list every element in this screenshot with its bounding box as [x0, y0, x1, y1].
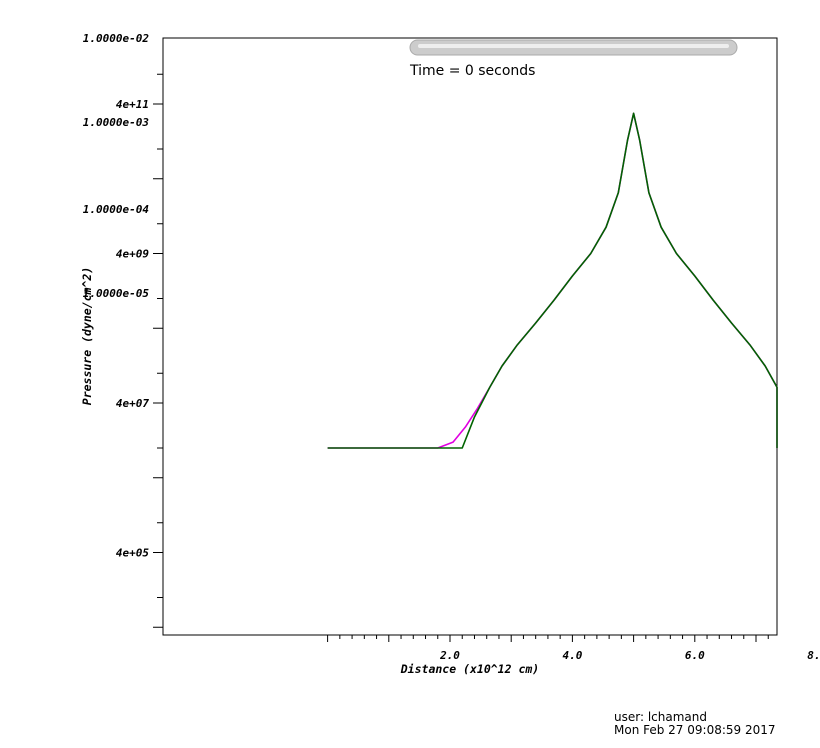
series-lines [327, 112, 778, 449]
footer: user: lchamand Mon Feb 27 09:08:59 2017 [614, 711, 776, 737]
time-slider-highlight [418, 44, 729, 48]
secondary-y-axis-labels: 1.0000e-02 1.0000e-03 1.0000e-04 1.0000e-05 [83, 32, 150, 300]
x-tick-label: 2.0 [439, 649, 460, 662]
secondary-y-tick-label: 1.0000e-03 [83, 116, 150, 129]
secondary-y-tick-label: 1.0000e-04 [83, 203, 150, 216]
y-tick-label: 4e+11 [116, 98, 149, 111]
x-tick-label: 8.0 [807, 649, 820, 662]
x-axis-ticks [327, 635, 769, 642]
x-axis-labels: 2.0 4.0 6.0 8.0 [439, 649, 820, 662]
secondary-y-tick-label: 1.0000e-05 [83, 287, 150, 300]
green-series-line [327, 112, 778, 449]
magenta-series-line [327, 112, 778, 449]
plot-frame [162, 37, 778, 636]
y-tick-label: 4e+07 [116, 397, 149, 410]
x-tick-label: 6.0 [685, 649, 705, 662]
footer-timestamp: Mon Feb 27 09:08:59 2017 [614, 723, 776, 737]
x-tick-label: 4.0 [562, 649, 582, 662]
x-axis-title: Distance (x10^12 cm) [400, 662, 539, 676]
secondary-y-tick-label: 1.0000e-02 [83, 32, 150, 45]
y-axis-ticks [153, 73, 163, 628]
footer-user: user: lchamand [614, 710, 707, 724]
y-axis-labels: 4e+05 4e+07 4e+09 4e+11 [116, 98, 149, 560]
time-label: Time = 0 seconds [409, 63, 535, 79]
y-axis-title: Pressure (dyne/cm^2) [80, 267, 94, 405]
y-tick-label: 4e+09 [116, 247, 149, 260]
y-tick-label: 4e+05 [116, 546, 149, 559]
